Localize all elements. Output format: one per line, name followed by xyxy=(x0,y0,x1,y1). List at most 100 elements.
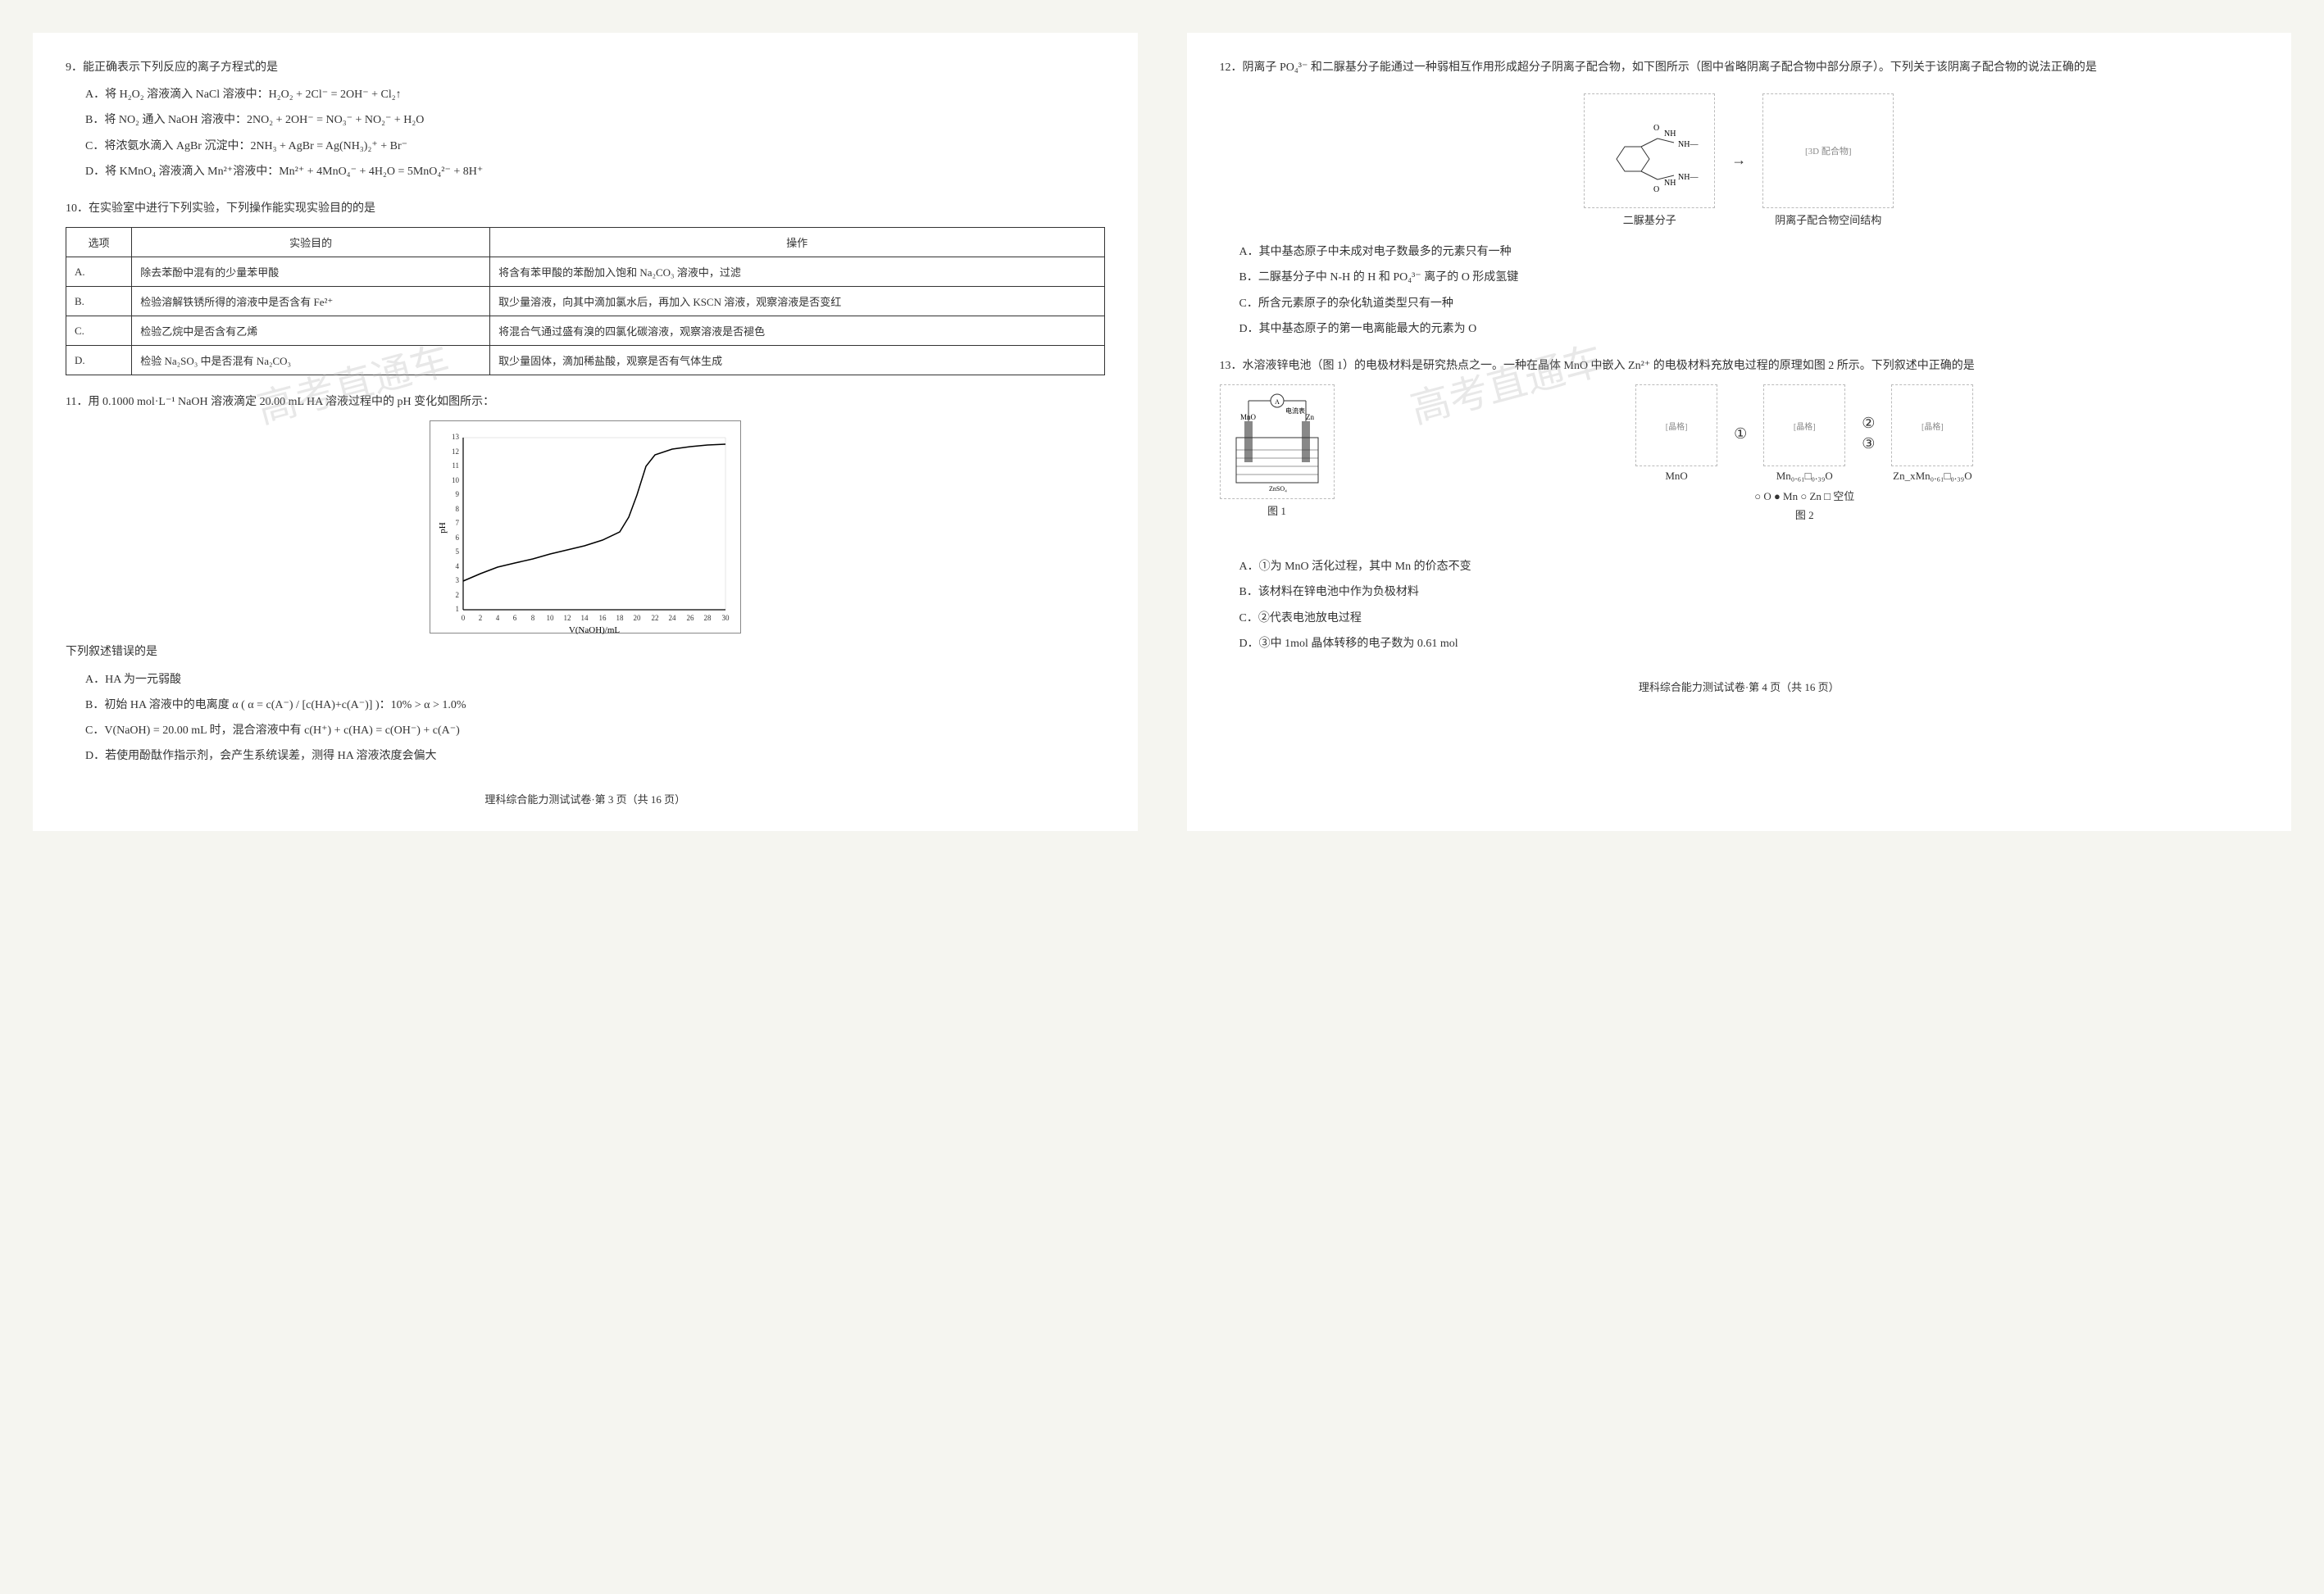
svg-text:O: O xyxy=(1653,124,1659,133)
svg-text:8: 8 xyxy=(531,614,535,622)
crystal-mno-icon: [晶格] xyxy=(1635,384,1717,466)
two-page-spread: 9．能正确表示下列反应的离子方程式的是 A．将 H₂O₂ 溶液滴入 NaCl 溶… xyxy=(33,33,2291,831)
battery-cell-icon: A MnO Zn 电流表 ZnSO₄ xyxy=(1220,384,1335,499)
svg-text:10: 10 xyxy=(546,614,554,622)
q10-th-2: 操作 xyxy=(490,228,1104,257)
q10-r0c1: 除去苯酚中混有的少量苯甲酸 xyxy=(132,257,490,287)
q10-r1c0: B. xyxy=(66,287,132,316)
svg-text:30: 30 xyxy=(721,614,730,622)
cube1-label: MnO xyxy=(1635,470,1717,483)
svg-text:NH: NH xyxy=(1664,129,1676,139)
svg-text:NH: NH xyxy=(1664,179,1676,188)
q13-opt-b: B．该材料在锌电池中作为负极材料 xyxy=(1239,582,2259,602)
q9-opt-d: D．将 KMnO₄ 溶液滴入 Mn²⁺溶液中：Mn²⁺ + 4MnO₄⁻ + 4… xyxy=(85,161,1105,182)
question-11: 11．用 0.1000 mol·L⁻¹ NaOH 溶液滴定 20.00 mL H… xyxy=(66,392,1105,766)
titration-curve-svg: 024 6810 121416 182022 242628 30 123 456… xyxy=(430,421,742,634)
xlabel: V(NaOH)/mL xyxy=(569,625,621,634)
q11-opt-a: A．HA 为一元弱酸 xyxy=(85,670,1105,690)
q13-stem: 13．水溶液锌电池（图 1）的电极材料是研究热点之一。一种在晶体 MnO 中嵌入… xyxy=(1220,356,2259,376)
svg-text:22: 22 xyxy=(651,614,658,622)
anion-complex-icon: [3D 配合物] xyxy=(1762,93,1894,208)
svg-text:A: A xyxy=(1275,398,1280,406)
svg-text:10: 10 xyxy=(452,476,460,484)
q12-opt-c: C．所含元素原子的杂化轨道类型只有一种 xyxy=(1239,293,2259,314)
svg-text:3: 3 xyxy=(455,576,459,584)
q12-opt-a: A．其中基态原子中未成对电子数最多的元素只有一种 xyxy=(1239,242,2259,262)
q10-r0c0: A. xyxy=(66,257,132,287)
svg-text:NH—: NH— xyxy=(1678,140,1699,149)
svg-text:4: 4 xyxy=(455,562,459,570)
question-13: 13．水溶液锌电池（图 1）的电极材料是研究热点之一。一种在晶体 MnO 中嵌入… xyxy=(1220,356,2259,654)
arrow-1-icon: ① xyxy=(1734,425,1747,443)
legend-text: ○ O ● Mn ○ Zn □ 空位 xyxy=(1351,488,2259,503)
diurea-svg: O NH NH— O NH NH— xyxy=(1592,102,1707,200)
q12-left-caption: 二脲基分子 xyxy=(1584,211,1715,227)
svg-text:12: 12 xyxy=(452,447,459,456)
cube2-label: Mn₀.₆₁□₀.₃₉O xyxy=(1763,470,1845,483)
svg-text:4: 4 xyxy=(496,614,500,622)
q10-r3c2: 取少量固体，滴加稀盐酸，观察是否有气体生成 xyxy=(490,346,1104,375)
cube3-label: Zn_xMn₀.₆₁□₀.₃₉O xyxy=(1891,470,1973,483)
q9-opt-b: B．将 NO₂ 通入 NaOH 溶液中：2NO₂ + 2OH⁻ = NO₃⁻ +… xyxy=(85,110,1105,130)
svg-text:20: 20 xyxy=(633,614,641,622)
question-10: 10．在实验室中进行下列实验，下列操作能实现实验目的的是 选项 实验目的 操作 … xyxy=(66,198,1105,375)
q13-opt-c: C．②代表电池放电过程 xyxy=(1239,608,2259,629)
svg-text:24: 24 xyxy=(668,614,676,622)
q10-r2c0: C. xyxy=(66,316,132,346)
q11-opt-c: C．V(NaOH) = 20.00 mL 时，混合溶液中有 c(H⁺) + c(… xyxy=(85,720,1105,741)
q10-r1c2: 取少量溶液，向其中滴加氯水后，再加入 KSCN 溶液，观察溶液是否变红 xyxy=(490,287,1104,316)
q10-th-0: 选项 xyxy=(66,228,132,257)
q10-r1c1: 检验溶解铁锈所得的溶液中是否含有 Fe²⁺ xyxy=(132,287,490,316)
table-row: C. 检验乙烷中是否含有乙烯 将混合气通过盛有溴的四氯化碳溶液，观察溶液是否褪色 xyxy=(66,316,1105,346)
svg-text:MnO: MnO xyxy=(1240,413,1257,421)
page-3: 9．能正确表示下列反应的离子方程式的是 A．将 H₂O₂ 溶液滴入 NaCl 溶… xyxy=(33,33,1138,831)
svg-text:6: 6 xyxy=(455,534,459,542)
q11-post: 下列叙述错误的是 xyxy=(66,642,1105,662)
q10-r0c2: 将含有苯甲酸的苯酚加入饱和 Na₂CO₃ 溶液中，过滤 xyxy=(490,257,1104,287)
q13-caption2: 图 2 xyxy=(1351,506,2259,522)
q12-opt-d: D．其中基态原子的第一电离能最大的元素为 O xyxy=(1239,319,2259,339)
svg-text:7: 7 xyxy=(455,519,459,527)
svg-text:18: 18 xyxy=(616,614,624,622)
question-9: 9．能正确表示下列反应的离子方程式的是 A．将 H₂O₂ 溶液滴入 NaCl 溶… xyxy=(66,57,1105,182)
svg-text:5: 5 xyxy=(455,547,459,556)
svg-text:12: 12 xyxy=(563,614,571,622)
svg-text:pH: pH xyxy=(438,523,448,534)
q11-stem: 11．用 0.1000 mol·L⁻¹ NaOH 溶液滴定 20.00 mL H… xyxy=(66,392,1105,412)
q13-opt-d: D．③中 1mol 晶体转移的电子数为 0.61 mol xyxy=(1239,634,2259,654)
crystal-transition-row: [晶格] MnO ① [晶格] Mn₀.₆₁□₀.₃₉O ② ③ xyxy=(1351,384,2259,483)
q10-table: 选项 实验目的 操作 A. 除去苯酚中混有的少量苯甲酸 将含有苯甲酸的苯酚加入饱… xyxy=(66,227,1105,375)
svg-text:2: 2 xyxy=(455,591,459,599)
q10-stem: 10．在实验室中进行下列实验，下列操作能实现实验目的的是 xyxy=(66,198,1105,219)
q11-opt-d: D．若使用酚酞作指示剂，会产生系统误差，测得 HA 溶液浓度会偏大 xyxy=(85,746,1105,766)
q13-opt-a: A．①为 MnO 活化过程，其中 Mn 的价态不变 xyxy=(1239,556,2259,577)
q12-right-caption: 阴离子配合物空间结构 xyxy=(1762,211,1894,227)
arrow-2-icon: ② xyxy=(1862,415,1875,432)
crystal-mn061-icon: [晶格] xyxy=(1763,384,1845,466)
svg-text:O: O xyxy=(1653,185,1659,194)
svg-text:26: 26 xyxy=(686,614,694,622)
q10-th-1: 实验目的 xyxy=(132,228,490,257)
question-12: 12．阴离子 PO₄³⁻ 和二脲基分子能通过一种弱相互作用形成超分子阴离子配合物… xyxy=(1220,57,2259,339)
svg-text:电流表: 电流表 xyxy=(1285,406,1305,415)
svg-text:1: 1 xyxy=(455,605,459,613)
svg-text:9: 9 xyxy=(455,490,459,498)
svg-text:14: 14 xyxy=(580,614,589,622)
svg-text:ZnSO₄: ZnSO₄ xyxy=(1269,485,1287,493)
q11-opt-b: B．初始 HA 溶液中的电离度 α ( α = c(A⁻) / [c(HA)+c… xyxy=(85,695,1105,715)
svg-text:11: 11 xyxy=(452,461,459,470)
svg-text:Zn: Zn xyxy=(1306,413,1314,421)
svg-text:8: 8 xyxy=(455,505,459,513)
svg-text:28: 28 xyxy=(703,614,712,622)
q9-opt-a: A．将 H₂O₂ 溶液滴入 NaCl 溶液中：H₂O₂ + 2Cl⁻ = 2OH… xyxy=(85,84,1105,105)
q9-opt-c: C．将浓氨水滴入 AgBr 沉淀中：2NH₃ + AgBr = Ag(NH₃)₂… xyxy=(85,136,1105,157)
table-row: A. 除去苯酚中混有的少量苯甲酸 将含有苯甲酸的苯酚加入饱和 Na₂CO₃ 溶液… xyxy=(66,257,1105,287)
battery-svg: A MnO Zn 电流表 ZnSO₄ xyxy=(1224,388,1330,495)
q12-opt-b: B．二脲基分子中 N-H 的 H 和 PO₄³⁻ 离子的 O 形成氢键 xyxy=(1239,267,2259,288)
svg-text:NH—: NH— xyxy=(1678,173,1699,182)
svg-text:6: 6 xyxy=(513,614,517,622)
q10-r2c1: 检验乙烷中是否含有乙烯 xyxy=(132,316,490,346)
q11-titration-chart: 024 6810 121416 182022 242628 30 123 456… xyxy=(430,420,741,634)
svg-text:0: 0 xyxy=(462,614,466,622)
svg-text:16: 16 xyxy=(598,614,607,622)
